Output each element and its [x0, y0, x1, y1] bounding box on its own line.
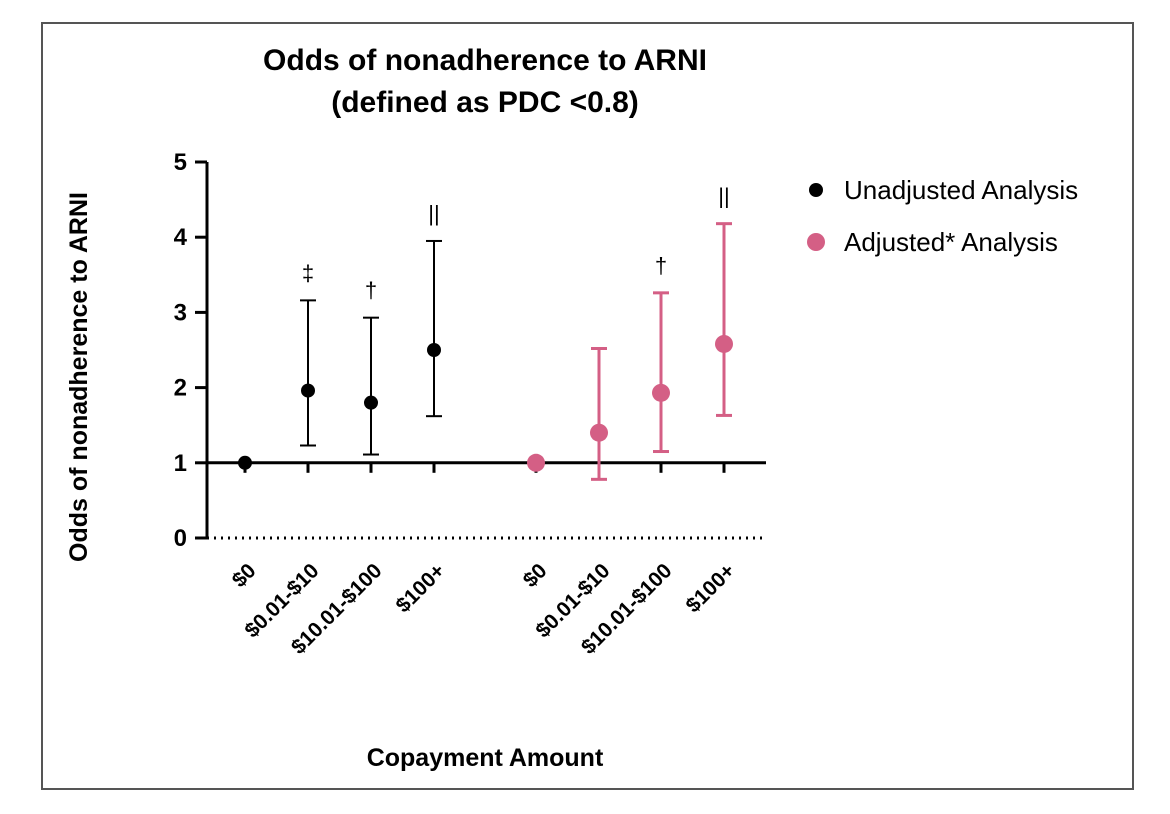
- x-axis-label: Copayment Amount: [367, 744, 604, 772]
- legend-marker-unadjusted: [809, 183, 823, 197]
- data-point: [427, 343, 441, 357]
- legend-marker-adjusted: [807, 233, 825, 251]
- data-point: [364, 395, 378, 410]
- x-category-label: $0: [228, 559, 261, 592]
- x-category-label: $100+: [682, 559, 740, 617]
- significance-marker: ‡: [302, 260, 314, 285]
- y-tick-label: 2: [174, 375, 187, 402]
- data-point: [590, 423, 608, 442]
- data-point: [652, 383, 670, 402]
- significance-marker: †: [365, 278, 377, 303]
- significance-marker: ||: [428, 201, 439, 226]
- data-point: [527, 453, 545, 472]
- odds-chart: Odds of nonadherence to ARNI (defined as…: [65, 44, 1078, 772]
- chart-title-line1: Odds of nonadherence to ARNI: [263, 44, 707, 77]
- data-point: [238, 455, 252, 470]
- y-tick-label: 1: [174, 450, 187, 477]
- data-point: [301, 383, 315, 398]
- y-tick-label: 0: [174, 525, 187, 552]
- y-tick-label: 3: [174, 299, 187, 326]
- x-category-label: $0: [519, 559, 552, 592]
- legend: Unadjusted Analysis Adjusted* Analysis: [807, 175, 1078, 257]
- chart-frame: Odds of nonadherence to ARNI (defined as…: [41, 22, 1134, 790]
- significance-marker: †: [655, 253, 667, 278]
- significance-marker: ||: [718, 184, 729, 209]
- y-tick-label: 4: [174, 224, 188, 251]
- legend-label-unadjusted: Unadjusted Analysis: [844, 175, 1078, 205]
- data-point: [715, 334, 733, 353]
- legend-label-adjusted: Adjusted* Analysis: [844, 227, 1058, 257]
- y-tick-label: 5: [174, 149, 187, 176]
- x-category-label: $100+: [392, 559, 450, 617]
- y-axis-label: Odds of nonadherence to ARNI: [65, 192, 93, 562]
- chart-title-line2: (defined as PDC <0.8): [331, 86, 639, 119]
